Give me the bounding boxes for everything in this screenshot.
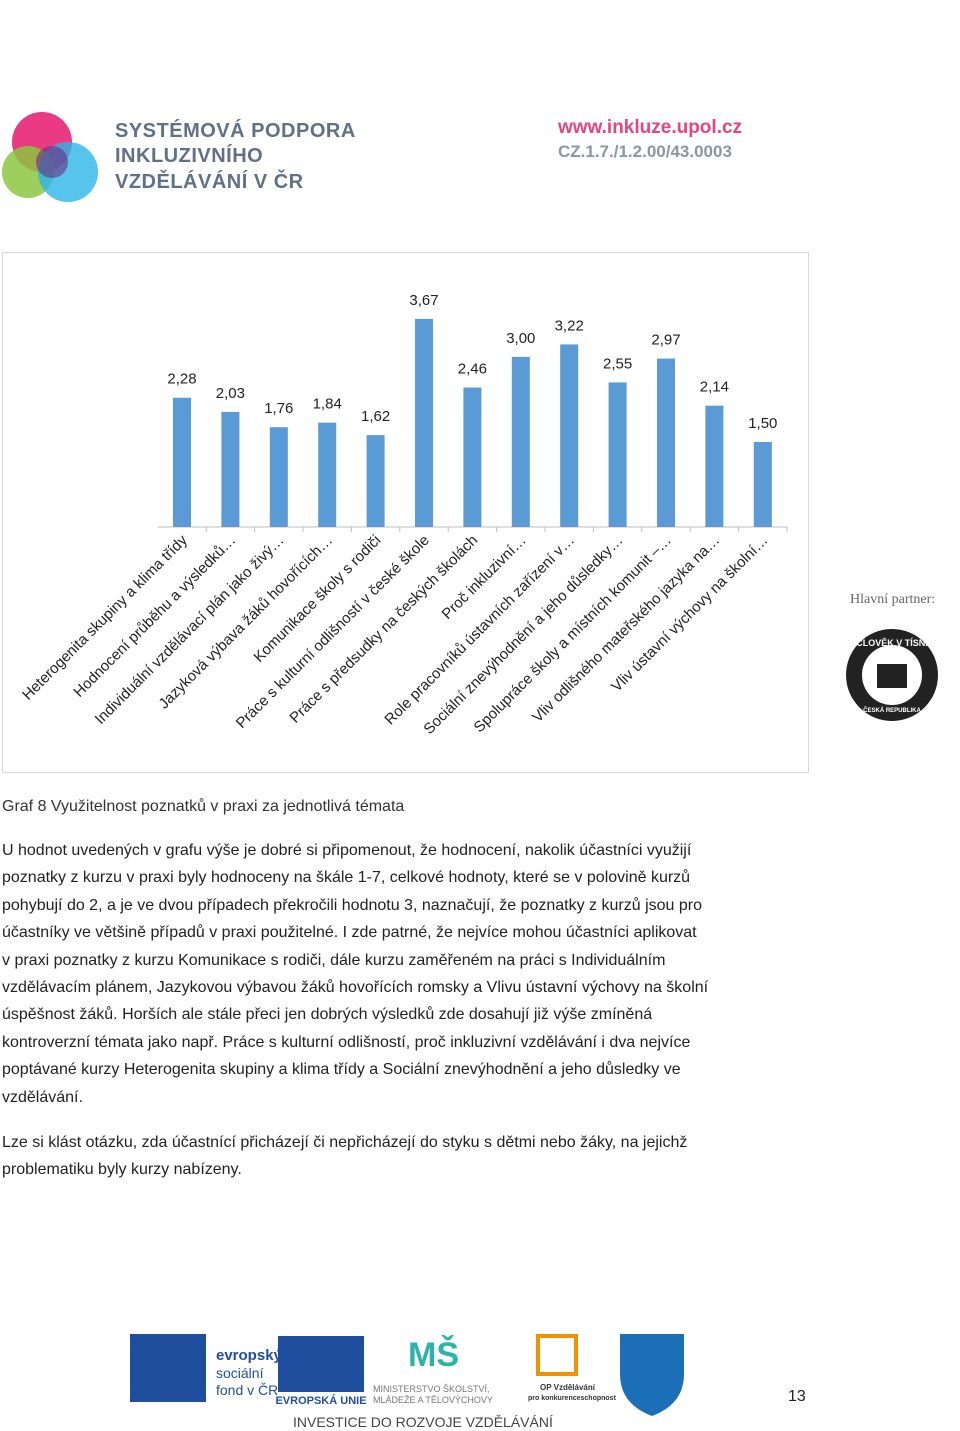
chart-caption: Graf 8 Využitelnost poznatků v praxi za … — [2, 798, 405, 815]
bar — [463, 387, 482, 527]
bar — [657, 358, 675, 527]
data-label: 2,46 — [458, 361, 487, 378]
bar — [173, 397, 191, 527]
text-line: vzdělávání. — [2, 1088, 83, 1106]
bar — [608, 382, 627, 527]
bar — [318, 422, 337, 527]
op-text: pro konkurenceschopnost — [528, 1395, 617, 1402]
esf-text: sociální — [216, 1365, 264, 1381]
bar — [560, 344, 579, 527]
project-code: CZ.1.7./1.2.00/43.0003 — [558, 142, 732, 161]
text-line: vzdělávacím plánem, Jazykovou výbavou žá… — [2, 979, 709, 996]
partner-label: Hlavní partner: — [850, 592, 936, 607]
bar — [511, 356, 530, 527]
data-label: 2,28 — [167, 371, 196, 388]
footer-logos: evropský sociální fond v ČR EVROPSKÁ UNI… — [130, 1334, 684, 1430]
data-label: 2,03 — [216, 385, 245, 402]
eu-text: EVROPSKÁ UNIE — [275, 1394, 366, 1407]
esf-text: fond v ČR — [216, 1382, 278, 1398]
text-line: poptávané kurzy Heterogenita skupiny a k… — [2, 1061, 681, 1079]
svg-text:MŠ: MŠ — [408, 1335, 459, 1374]
partner-logo-text: ČESKÁ REPUBLIKA — [863, 707, 921, 714]
bar — [366, 435, 385, 527]
project-title: VZDĚLÁVÁNÍ V ČR — [115, 171, 304, 193]
data-label: 2,97 — [651, 332, 680, 349]
data-label: 1,84 — [313, 396, 342, 413]
op-text: OP Vzdělávání — [540, 1383, 596, 1392]
bar — [269, 427, 288, 527]
data-label: 3,22 — [555, 317, 584, 334]
text-line: U hodnot uvedených v grafu výše je dobré… — [2, 842, 692, 859]
text-line: poznatky z kurzu v praxi byly hodnoceny … — [2, 869, 691, 887]
text-line: Lze si klást otázku, zda účastnící přich… — [2, 1134, 688, 1151]
text-line: pohybují do 2, a je ve dvou případech př… — [2, 896, 702, 914]
msmt-text: MLÁDEŽE A TĚLOVÝCHOVY — [373, 1395, 493, 1405]
data-label: 2,14 — [700, 379, 729, 396]
data-label: 3,00 — [506, 330, 535, 347]
data-label: 1,76 — [264, 400, 293, 417]
text-line: problematiku byly kurzy nabízeny. — [2, 1161, 242, 1179]
bar — [221, 411, 240, 527]
text-line: účastníky ve většině případů v praxi pou… — [2, 924, 697, 942]
bar — [753, 441, 772, 527]
data-label: 2,55 — [603, 355, 632, 372]
page-number: 13 — [788, 1388, 806, 1405]
text-line: úspěšnost žáků. Horších ale stále přeci … — [2, 1006, 653, 1024]
bar — [705, 405, 724, 527]
partner-logo-text: ČLOVĚK V TÍSNI — [856, 637, 928, 648]
text-line: kontroverzní témata jako např. Práce s k… — [2, 1033, 691, 1051]
data-label: 1,50 — [748, 415, 777, 432]
project-url[interactable]: www.inkluze.upol.cz — [558, 117, 743, 138]
bar — [415, 318, 433, 527]
data-label: 3,67 — [409, 292, 438, 309]
project-logo — [2, 112, 98, 202]
footer-slogan: INVESTICE DO ROZVOJE VZDĚLÁVÁNÍ — [293, 1414, 553, 1430]
project-title: INKLUZIVNÍHO — [115, 145, 264, 167]
msmt-text: MINISTERSTVO ŠKOLSTVÍ, — [373, 1384, 490, 1394]
partner-logo: ČLOVĚK V TÍSNI ČESKÁ REPUBLIKA — [846, 629, 938, 721]
project-title: SYSTÉMOVÁ PODPORA — [115, 120, 356, 142]
text-line: v praxi poznatky z kurzu Komunikace s ro… — [2, 951, 666, 969]
data-label: 1,62 — [361, 408, 390, 425]
esf-text: evropský — [216, 1347, 283, 1364]
